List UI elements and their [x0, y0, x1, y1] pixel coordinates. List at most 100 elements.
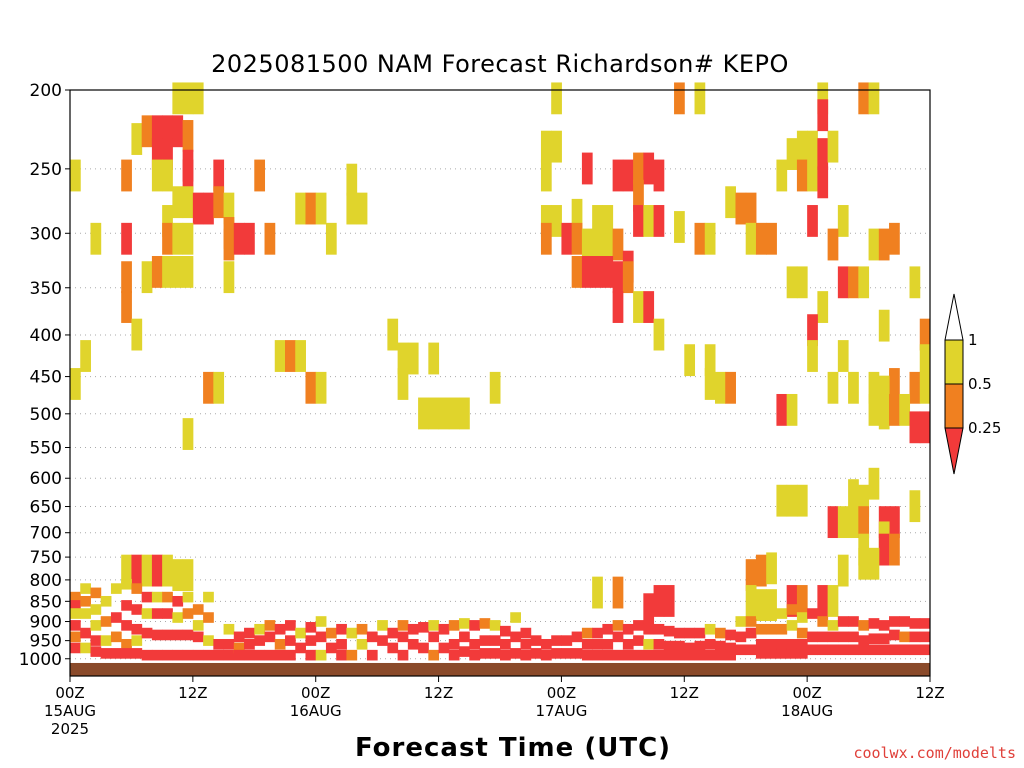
- x-tick-label: 00Z: [55, 684, 84, 702]
- ri-cell: [121, 554, 132, 587]
- ri-boundary-cell: [469, 649, 481, 661]
- ri-boundary-cell: [704, 623, 716, 635]
- ri-cell: [725, 371, 736, 404]
- ri-cell: [684, 344, 696, 377]
- ri-boundary-cell: [612, 620, 624, 631]
- ri-boundary-cell: [663, 625, 675, 637]
- ri-boundary-cell: [336, 623, 347, 635]
- ri-boundary-cell: [100, 635, 112, 646]
- ri-boundary-cell: [653, 623, 665, 635]
- ri-boundary-cell: [766, 623, 777, 635]
- ri-cell: [172, 186, 184, 219]
- ri-cell: [592, 576, 603, 609]
- ri-boundary-cell: [448, 638, 460, 650]
- ri-boundary-cell: [100, 648, 112, 659]
- ri-boundary-cell: [817, 631, 829, 643]
- ri-cell: [459, 397, 470, 430]
- ri-boundary-cell: [428, 649, 440, 661]
- ri-boundary-cell: [540, 649, 552, 661]
- ri-boundary-cell: [377, 635, 388, 646]
- ri-boundary-cell: [704, 638, 716, 650]
- ri-cell: [878, 533, 890, 566]
- ri-cell: [264, 222, 276, 255]
- ri-cell: [827, 506, 839, 539]
- ri-cell: [121, 159, 132, 192]
- ri-cell: [592, 205, 603, 237]
- y-tick-label: 700: [30, 524, 62, 544]
- ri-cell: [786, 266, 798, 299]
- ri-boundary-cell: [131, 623, 143, 635]
- ri-boundary-cell: [264, 631, 276, 643]
- ri-boundary-cell: [612, 649, 624, 661]
- ri-cell: [418, 397, 429, 430]
- x-tick-label: 18AUG: [781, 702, 833, 720]
- site-credit[interactable]: coolwx.com/modelts: [853, 744, 1016, 762]
- ri-cell: [848, 371, 859, 404]
- ri-boundary-cell: [223, 649, 235, 661]
- ri-boundary-cell: [807, 631, 818, 643]
- ri-cell: [172, 559, 184, 592]
- ri-cell: [213, 371, 225, 404]
- colorbar-segment-high: [944, 339, 964, 385]
- ri-boundary-cell: [274, 623, 286, 635]
- ri-cell: [151, 115, 163, 148]
- ri-cell: [807, 159, 818, 192]
- ri-boundary-cell: [827, 644, 839, 656]
- ri-boundary-cell: [336, 638, 347, 650]
- ri-boundary-cell: [571, 648, 583, 659]
- ri-cell: [633, 291, 644, 323]
- ri-cell: [612, 228, 624, 261]
- ri-boundary-cell: [715, 649, 726, 661]
- ri-boundary-cell: [203, 612, 214, 623]
- y-tick-label: 500: [30, 405, 62, 425]
- ri-boundary-cell: [776, 623, 788, 635]
- ri-cell: [121, 261, 132, 294]
- ri-boundary-cell: [70, 608, 81, 619]
- y-tick-label: 350: [30, 279, 62, 299]
- ri-boundary-cell: [796, 627, 808, 639]
- ri-boundary-cell: [254, 635, 266, 646]
- ri-boundary-cell: [786, 638, 798, 650]
- ri-cell: [878, 375, 890, 408]
- ri-boundary-cell: [305, 635, 317, 646]
- ri-cell: [151, 256, 163, 288]
- ri-boundary-cell: [715, 640, 726, 652]
- ri-boundary-cell: [919, 618, 931, 629]
- ri-cell: [540, 159, 552, 192]
- ri-boundary-cell: [121, 638, 132, 650]
- ri-boundary-cell: [131, 635, 143, 646]
- ri-boundary-cell: [151, 608, 163, 619]
- ri-boundary-cell: [70, 620, 81, 631]
- ri-cell: [889, 393, 900, 426]
- ri-boundary-cell: [735, 616, 747, 627]
- ri-cell: [581, 152, 593, 185]
- ri-cell: [786, 393, 798, 426]
- x-tick-label: 12Z: [424, 684, 453, 702]
- ri-boundary-cell: [878, 620, 890, 631]
- ri-cell: [540, 130, 552, 163]
- ri-boundary-cell: [868, 618, 880, 629]
- x-tick-label: 17AUG: [535, 702, 587, 720]
- ri-boundary-cell: [315, 631, 327, 643]
- ri-boundary-cell: [244, 638, 255, 650]
- ri-cell: [776, 159, 788, 192]
- ri-boundary-cell: [213, 649, 225, 661]
- ri-cell: [213, 186, 225, 219]
- ri-boundary-cell: [295, 627, 306, 639]
- ri-boundary-cell: [121, 620, 132, 631]
- ri-boundary-cell: [274, 638, 286, 650]
- ri-boundary-cell: [438, 623, 450, 635]
- ri-cell: [909, 490, 921, 523]
- ri-cell: [909, 411, 921, 444]
- ri-cell: [612, 576, 624, 609]
- ri-boundary-cell: [735, 631, 747, 643]
- y-tick-label: 850: [30, 592, 62, 612]
- ri-boundary-cell: [469, 620, 481, 631]
- ri-cell: [755, 222, 767, 255]
- ri-boundary-cell: [653, 649, 665, 661]
- ri-boundary-cell: [561, 648, 573, 659]
- ri-cell: [315, 371, 327, 404]
- ri-cell: [674, 211, 685, 243]
- ri-boundary-cell: [131, 604, 143, 615]
- ri-boundary-cell: [745, 644, 757, 656]
